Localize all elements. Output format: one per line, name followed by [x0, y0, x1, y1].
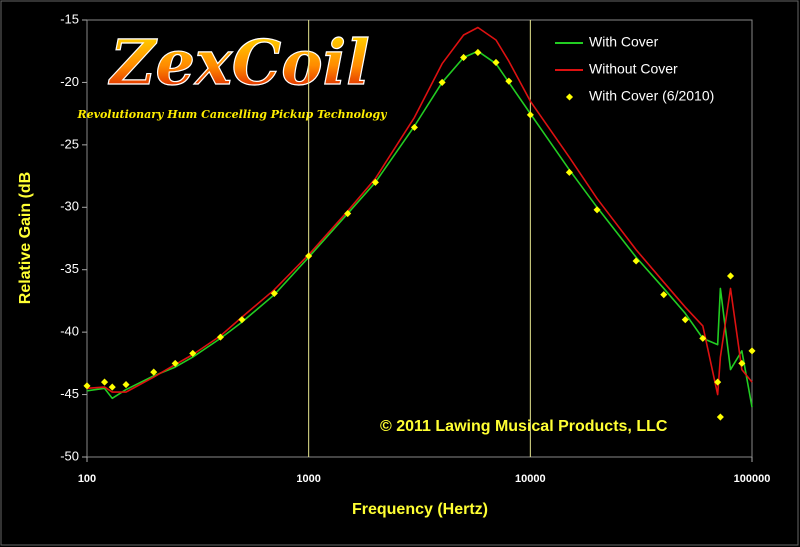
- data-point: [714, 378, 722, 386]
- data-point: [410, 123, 418, 131]
- data-point: [122, 381, 130, 389]
- x-tick-label: 1000: [296, 473, 320, 485]
- data-point: [216, 333, 224, 341]
- data-point: [108, 383, 116, 391]
- y-tick-label: -20: [60, 74, 79, 89]
- logo-tagline: Revolutionary Hum Cancelling Pickup Tech…: [76, 108, 388, 121]
- x-tick-label: 10000: [515, 473, 546, 485]
- data-point: [460, 53, 468, 61]
- data-point: [593, 206, 601, 214]
- y-tick-label: -45: [60, 386, 79, 401]
- logo: ZexCoil: [107, 26, 369, 99]
- data-point: [171, 359, 179, 367]
- x-tick-label: 100000: [734, 473, 771, 485]
- legend-label: With Cover: [589, 34, 659, 50]
- plot-area: [86, 19, 753, 458]
- data-point: [438, 78, 446, 86]
- data-point: [632, 257, 640, 265]
- data-point: [726, 272, 735, 280]
- data-point: [660, 291, 668, 299]
- data-point: [526, 111, 534, 119]
- y-tick-label: -35: [60, 261, 79, 276]
- y-tick-label: -40: [60, 324, 79, 339]
- y-tick-label: -25: [60, 136, 79, 151]
- data-point: [565, 168, 573, 176]
- data-point: [681, 316, 689, 324]
- legend-label: Without Cover: [589, 61, 678, 77]
- x-tick-label: 100: [78, 473, 96, 485]
- legend-marker: [565, 93, 574, 101]
- annotation: © 2011 Lawing Musical Products, LLC: [380, 418, 668, 435]
- data-point: [738, 359, 746, 367]
- legend-label: With Cover (6/2010): [589, 88, 714, 104]
- data-point: [270, 289, 278, 297]
- y-tick-label: -30: [60, 199, 79, 214]
- y-axis-label: Relative Gain (dB: [17, 172, 34, 304]
- data-point: [505, 77, 513, 85]
- data-point: [150, 368, 158, 376]
- data-point: [716, 413, 724, 421]
- data-point: [492, 58, 500, 66]
- data-point: [344, 209, 352, 218]
- data-point: [474, 48, 482, 56]
- y-tick-label: -50: [60, 448, 79, 463]
- data-point: [748, 347, 756, 355]
- data-point: [371, 178, 379, 186]
- data-point: [101, 378, 109, 386]
- data-point: [189, 349, 197, 357]
- y-tick-label: -15: [60, 11, 79, 26]
- data-point: [699, 334, 707, 342]
- data-point: [83, 382, 91, 390]
- data-point: [238, 316, 246, 324]
- x-axis-label: Frequency (Hertz): [352, 501, 488, 518]
